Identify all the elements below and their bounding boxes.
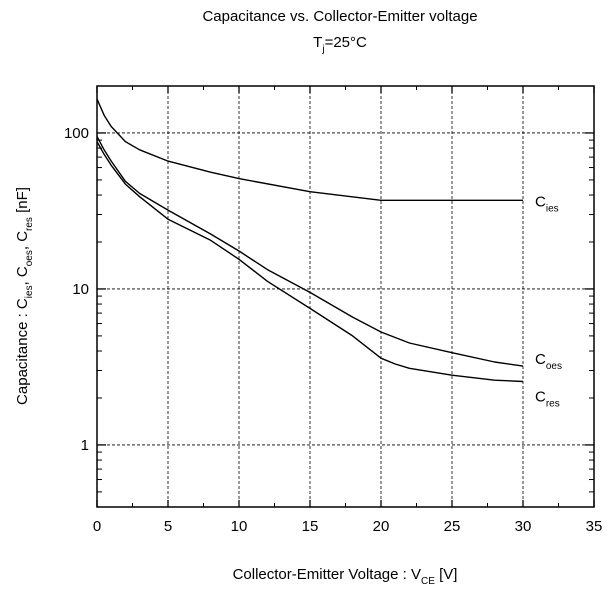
x-tick-label: 25 — [444, 518, 461, 535]
y-axis-title: Capacitance : Cies, Coes, Cres [nF] — [14, 187, 35, 405]
x-tick-label: 10 — [231, 518, 248, 535]
x-tick-label: 35 — [586, 518, 603, 535]
y-tick-label: 1 — [81, 437, 89, 454]
y-tick-label: 100 — [64, 125, 89, 142]
chart-title: Capacitance vs. Collector-Emitter voltag… — [202, 8, 477, 25]
x-tick-label: 30 — [515, 518, 532, 535]
y-tick-label: 10 — [72, 281, 89, 298]
series-line-ies — [96, 98, 523, 202]
series-line-res — [96, 141, 524, 383]
series-label-res: Cres — [535, 389, 560, 410]
series-line-oes — [96, 136, 524, 367]
x-axis-title: Collector-Emitter Voltage : VCE [V] — [233, 566, 458, 587]
chart-subtitle: Tj=25°C — [313, 34, 367, 55]
axis-ticks: 0 5 10 15 20 25 30 35 1 10 100 — [64, 86, 602, 535]
series-label-oes: Coes — [535, 351, 562, 372]
plot-frame — [96, 85, 595, 508]
x-tick-label: 20 — [373, 518, 390, 535]
x-tick-label: 0 — [93, 518, 101, 535]
series-label-ies: Cies — [535, 193, 559, 214]
x-tick-label: 15 — [302, 518, 319, 535]
series-lines — [96, 98, 524, 383]
grid-lines — [97, 86, 594, 507]
x-tick-label: 5 — [164, 518, 172, 535]
series-labels: Cies Coes Cres — [535, 193, 562, 409]
